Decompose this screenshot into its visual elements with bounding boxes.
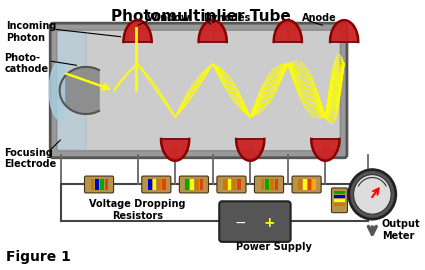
Bar	[232, 178, 236, 190]
FancyBboxPatch shape	[142, 176, 171, 193]
Bar	[334, 195, 345, 198]
Bar	[95, 178, 99, 190]
Text: Figure 1: Figure 1	[6, 250, 71, 264]
Bar	[148, 178, 152, 190]
Bar	[185, 178, 189, 190]
FancyBboxPatch shape	[332, 188, 347, 213]
Polygon shape	[49, 61, 65, 120]
FancyBboxPatch shape	[57, 30, 340, 151]
Polygon shape	[236, 139, 264, 161]
Bar	[334, 203, 345, 206]
Polygon shape	[311, 139, 340, 161]
FancyBboxPatch shape	[85, 176, 113, 193]
FancyBboxPatch shape	[50, 23, 347, 158]
Text: Photomultiplier Tube: Photomultiplier Tube	[110, 9, 290, 24]
Polygon shape	[60, 67, 99, 114]
Text: Focusing
Electrode: Focusing Electrode	[4, 148, 57, 170]
Bar	[105, 178, 108, 190]
Bar	[91, 178, 94, 190]
FancyBboxPatch shape	[179, 176, 208, 193]
Bar	[261, 178, 264, 190]
Polygon shape	[330, 20, 358, 42]
FancyBboxPatch shape	[255, 176, 283, 193]
Bar	[334, 199, 345, 202]
Circle shape	[354, 175, 391, 214]
Text: Incoming
Photon: Incoming Photon	[6, 21, 57, 43]
FancyBboxPatch shape	[217, 176, 246, 193]
Text: Dynodes: Dynodes	[203, 13, 251, 23]
Bar	[223, 178, 227, 190]
Bar	[308, 178, 311, 190]
Bar	[334, 191, 345, 194]
Bar	[162, 178, 166, 190]
Bar	[228, 178, 232, 190]
Bar	[157, 178, 161, 190]
Polygon shape	[274, 20, 302, 42]
Polygon shape	[161, 139, 189, 161]
Text: Voltage Dropping
Resistors: Voltage Dropping Resistors	[89, 199, 186, 221]
Circle shape	[349, 170, 396, 219]
Text: +: +	[264, 216, 275, 230]
Text: Photo-
cathode: Photo- cathode	[4, 53, 48, 75]
Polygon shape	[198, 20, 227, 42]
Bar	[270, 178, 274, 190]
FancyBboxPatch shape	[219, 201, 291, 242]
Bar	[303, 178, 306, 190]
Text: Output
Meter: Output Meter	[382, 219, 420, 241]
Bar	[190, 178, 194, 190]
Bar	[237, 178, 241, 190]
Polygon shape	[124, 20, 152, 42]
Bar	[100, 178, 104, 190]
FancyBboxPatch shape	[58, 31, 86, 150]
Bar	[195, 178, 198, 190]
Bar	[298, 178, 302, 190]
Text: Anode: Anode	[302, 13, 337, 23]
Text: −: −	[235, 216, 246, 230]
Text: Window: Window	[147, 13, 191, 23]
Bar	[265, 178, 269, 190]
FancyBboxPatch shape	[292, 176, 321, 193]
Bar	[199, 178, 203, 190]
Bar	[275, 178, 278, 190]
Bar	[312, 178, 316, 190]
Text: Power Supply: Power Supply	[236, 242, 312, 252]
Bar	[153, 178, 156, 190]
